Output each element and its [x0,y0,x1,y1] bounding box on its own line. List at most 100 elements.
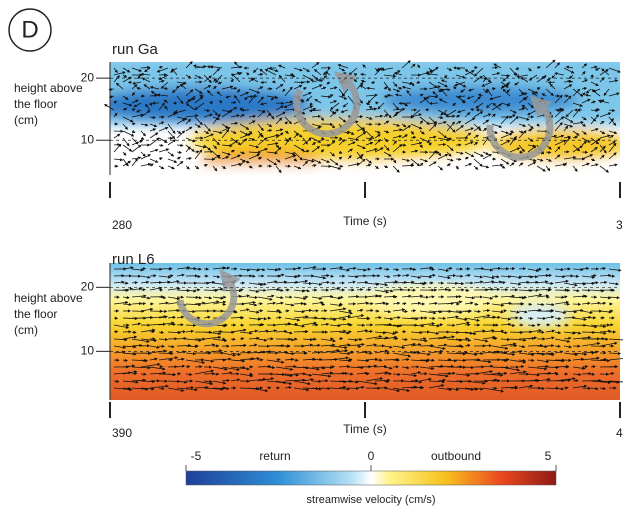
vector-field [103,59,623,393]
vector [545,59,556,69]
vector [518,107,526,111]
vector [365,107,378,111]
vector [563,123,574,128]
vector [140,162,152,167]
vector [545,78,551,83]
vector [452,102,457,106]
vector [329,158,339,166]
vector [455,165,459,170]
vector [581,365,589,369]
vector [113,158,124,162]
vector [367,95,376,104]
vector [392,274,402,278]
vector [518,92,528,97]
vector [314,68,322,76]
vector [377,102,385,110]
vector [428,81,438,89]
vector [527,128,533,132]
vector [608,79,619,83]
vector [392,102,400,111]
vector [473,134,479,139]
vector [149,102,153,107]
vector [464,132,472,139]
colorbar-tick-label: 5 [545,449,552,463]
vector [122,74,128,78]
vector [230,149,236,153]
vector [289,73,295,77]
vector [365,102,371,105]
vector [176,372,182,376]
vector [122,95,129,100]
vector [275,165,282,174]
vector [406,89,412,97]
vector [536,66,541,70]
vector [545,158,552,162]
vector [136,86,142,91]
vector [231,73,241,83]
vector [212,109,218,116]
vector [477,93,484,97]
vector [158,66,163,70]
vector [113,330,119,334]
vector [572,108,581,118]
vector [401,60,411,69]
panel-circle [8,8,52,52]
vector [509,130,515,133]
vector [230,140,238,146]
x-axis-label: Time (s) [343,422,387,436]
vector [257,132,263,139]
vector [176,95,184,105]
vector [599,120,605,125]
vector [453,85,457,90]
vector [302,160,309,167]
vector [167,139,177,146]
vector [140,154,152,160]
vector [454,81,466,87]
vector [568,74,574,79]
vector [392,143,403,153]
vector [266,123,273,127]
vector [302,67,310,72]
vector [374,67,383,76]
vector [338,95,348,100]
vector [572,144,581,152]
vector [230,86,238,91]
vector [464,163,473,167]
vector [347,141,356,146]
vector [284,151,296,156]
vector [572,130,580,136]
vector [185,146,191,153]
vector [275,158,281,163]
vector [365,116,373,120]
vector [563,156,577,160]
vector [440,79,448,83]
vector [239,91,250,97]
vector [410,130,415,135]
vector [370,80,376,84]
vector [158,157,163,161]
vector [392,88,401,93]
vector [167,123,176,135]
x-tick-label: 390 [112,426,132,440]
vector [383,81,391,92]
vector [122,67,131,73]
vector [212,137,220,146]
vector [500,158,510,165]
vector [437,142,447,147]
vector [365,163,372,167]
vector [230,121,239,125]
vector [491,163,504,167]
vector [131,144,142,153]
vector [338,136,343,140]
vector [203,133,214,139]
vector [248,94,257,104]
vector [500,130,510,135]
vector [145,103,151,111]
vector [608,67,621,73]
vector [158,137,168,143]
vector [491,72,501,76]
vector [444,74,448,79]
vector [131,301,143,306]
vector [212,116,221,120]
vector [509,114,516,118]
